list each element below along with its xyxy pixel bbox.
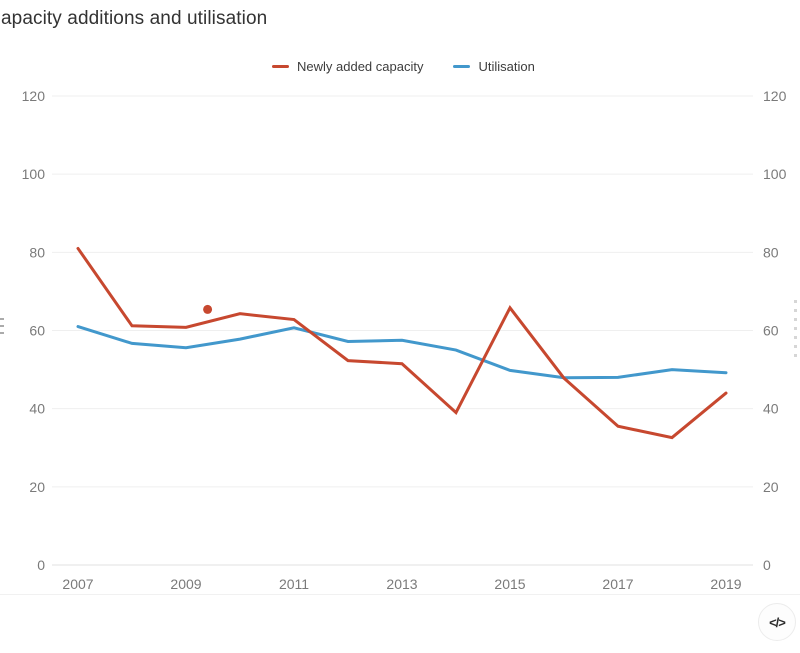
y-tick-label-right: 0 — [763, 557, 771, 573]
legend-label: Newly added capacity — [297, 59, 424, 74]
y-tick-label-left: 120 — [22, 88, 46, 104]
embed-code-button[interactable]: </> — [758, 603, 796, 641]
x-tick-label: 2019 — [710, 576, 741, 592]
legend-dash-icon — [272, 65, 289, 68]
y-tick-label-right: 120 — [763, 88, 787, 104]
x-tick-label: 2009 — [170, 576, 201, 592]
x-tick-label: 2011 — [279, 576, 309, 592]
y-tick-label-left: 40 — [29, 401, 45, 417]
y-tick-label-left: 20 — [29, 479, 45, 495]
y-tick-label-left: 60 — [29, 323, 45, 339]
x-tick-label: 2017 — [602, 576, 633, 592]
legend-dash-icon — [453, 65, 471, 68]
y-tick-label-right: 40 — [763, 401, 779, 417]
embed-code-icon: </> — [769, 614, 786, 630]
right-axis-title-fragment — [794, 300, 797, 362]
legend-item-utilisation: Utilisation — [453, 59, 535, 74]
series-line-newly-added-capacity — [76, 246, 728, 440]
left-axis-title-fragment — [0, 318, 4, 336]
marker-dot — [203, 304, 213, 314]
legend: Newly added capacity Utilisation — [272, 59, 535, 74]
y-tick-label-right: 80 — [763, 244, 779, 260]
y-tick-label-right: 20 — [763, 479, 779, 495]
x-tick-label: 2007 — [62, 576, 93, 592]
chart-title: apacity additions and utilisation — [1, 8, 268, 29]
legend-item-newly-added-capacity: Newly added capacity — [272, 59, 423, 74]
series-line-utilisation — [76, 325, 728, 380]
y-tick-label-left: 100 — [22, 166, 46, 182]
y-tick-label-right: 60 — [763, 323, 779, 339]
card-bottom-divider — [0, 594, 800, 595]
legend-label: Utilisation — [478, 59, 535, 74]
x-tick-label: 2015 — [494, 576, 525, 592]
x-tick-label: 2013 — [386, 576, 417, 592]
y-tick-label-left: 80 — [29, 244, 45, 260]
y-tick-label-left: 0 — [37, 557, 45, 573]
y-tick-label-right: 100 — [763, 166, 787, 182]
